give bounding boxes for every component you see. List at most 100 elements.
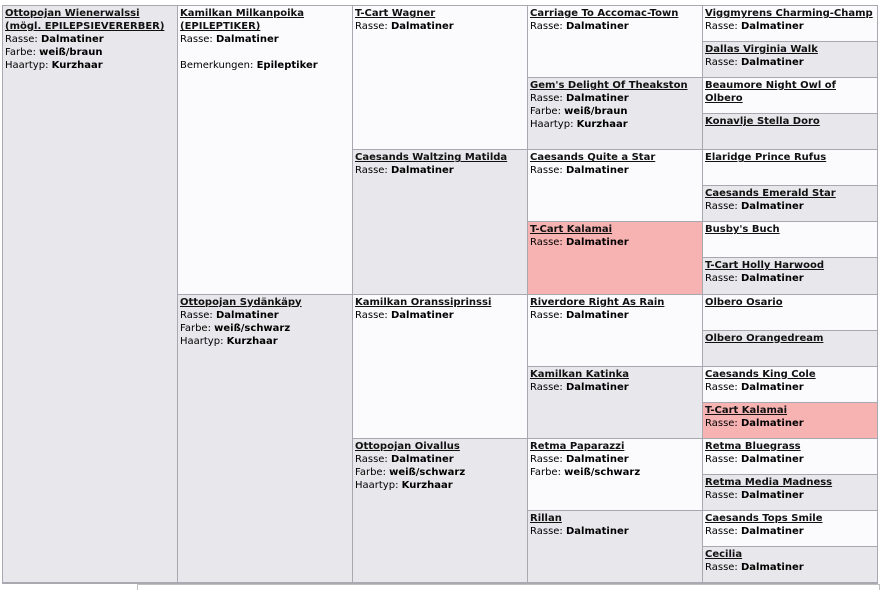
field-label: Rasse: bbox=[705, 417, 738, 429]
dog-name[interactable]: Elaridge Prince Rufus bbox=[705, 152, 827, 164]
dog-name[interactable]: Caesands Tops Smile bbox=[705, 512, 823, 524]
field-value: Dalmatiner bbox=[216, 34, 279, 45]
dog-cell: Caesands Tops Smile Rasse: Dalmatiner bbox=[702, 509, 878, 547]
field-label: Rasse: bbox=[355, 21, 388, 32]
field-label: Farbe: bbox=[530, 466, 561, 478]
field: Rasse: Dalmatiner bbox=[530, 92, 700, 105]
dog-name[interactable]: Retma Media Madness bbox=[705, 476, 833, 488]
field: Rasse: Dalmatiner bbox=[180, 309, 350, 322]
field-label: Rasse: bbox=[705, 21, 738, 32]
dog-cell: Elaridge Prince Rufus bbox=[702, 149, 878, 187]
field-value: Kurzhaar bbox=[226, 335, 278, 347]
dog-name[interactable]: Rillan bbox=[530, 512, 562, 524]
dog-cell: Caesands Quite a Star Rasse: Dalmatiner bbox=[527, 149, 703, 223]
field: Farbe: weiß/schwarz bbox=[530, 466, 700, 479]
dog-name[interactable]: Carriage To Accomac-Town bbox=[530, 8, 679, 19]
dog-cell: Caesands Waltzing Matilda Rasse: Dalmatin… bbox=[352, 149, 528, 295]
pedigree: Ottopojan Wienerwalssi (mögl. EPILEPSIEV… bbox=[2, 5, 878, 583]
dog-name[interactable]: Viggmyrens Charming-Champ bbox=[705, 8, 873, 19]
dog-name[interactable]: Busby's Buch bbox=[705, 224, 780, 236]
field: Farbe: weiß/braun bbox=[530, 105, 700, 118]
field-value: Dalmatiner bbox=[741, 489, 804, 501]
field-label: Bemerkungen: bbox=[180, 60, 254, 71]
field-value: Dalmatiner bbox=[741, 417, 804, 429]
dog-name[interactable]: Retma Paparazzi bbox=[530, 440, 625, 452]
dog-name[interactable]: Cecilia bbox=[705, 548, 743, 560]
field-value: Dalmatiner bbox=[566, 237, 629, 249]
field-value: Dalmatiner bbox=[566, 93, 629, 105]
field: Haartyp: Kurzhaar bbox=[5, 59, 175, 72]
dog-cell: Gem's Delight Of Theakston Rasse: Dalmati… bbox=[527, 77, 703, 151]
dog-name[interactable]: Kamilkan Katinka bbox=[530, 368, 629, 380]
field: Rasse: Dalmatiner bbox=[355, 453, 525, 466]
dog-cell: Olbero Orangedream bbox=[702, 329, 878, 367]
dog-name[interactable]: Olbero Osario bbox=[705, 296, 783, 308]
field-value: Kurzhaar bbox=[51, 60, 103, 71]
field-value: weiß/braun bbox=[564, 106, 628, 118]
field-label: Rasse: bbox=[530, 453, 563, 465]
dog-cell: Retma Media Madness Rasse: Dalmatiner bbox=[702, 473, 878, 511]
field-label: Rasse: bbox=[530, 525, 563, 537]
field-label: Rasse: bbox=[530, 21, 563, 32]
dog-name[interactable]: Caesands Waltzing Matilda bbox=[355, 152, 508, 164]
field: Haartyp: Kurzhaar bbox=[355, 479, 525, 492]
field: Rasse: Dalmatiner bbox=[705, 561, 875, 574]
field-value: Dalmatiner bbox=[566, 21, 629, 32]
dog-name[interactable]: Ottopojan Oivallus bbox=[355, 440, 460, 452]
field-label: Rasse: bbox=[705, 489, 738, 501]
field-value: Dalmatiner bbox=[741, 525, 804, 537]
dog-name[interactable]: Olbero Orangedream bbox=[705, 332, 824, 344]
field-value: Dalmatiner bbox=[391, 21, 454, 32]
dog-name[interactable]: Kamilkan Milkanpoika (EPILEPTIKER) bbox=[180, 8, 304, 32]
field: Rasse: Dalmatiner bbox=[355, 20, 525, 33]
field-label: Farbe: bbox=[530, 106, 561, 118]
field: Rasse: Dalmatiner bbox=[5, 33, 175, 46]
field-value: Dalmatiner bbox=[566, 525, 629, 537]
dog-cell: T-Cart Kalamai Rasse: Dalmatiner bbox=[527, 221, 703, 295]
dog-name[interactable]: Riverdore Right As Rain bbox=[530, 296, 665, 308]
dog-name[interactable]: Retma Bluegrass bbox=[705, 440, 801, 452]
dog-cell: Caesands King Cole Rasse: Dalmatiner bbox=[702, 365, 878, 403]
field: Rasse: Dalmatiner bbox=[355, 309, 525, 322]
dog-name[interactable]: T-Cart Wagner bbox=[355, 8, 436, 19]
field-label: Rasse: bbox=[705, 201, 738, 213]
dog-name[interactable]: Caesands Emerald Star bbox=[705, 188, 836, 200]
scrollbar bbox=[2, 583, 880, 590]
field-label: Rasse: bbox=[355, 453, 388, 465]
dog-name[interactable]: Konavlje Stella Doro bbox=[705, 116, 820, 128]
dog-name[interactable]: Beaumore Night Owl of Olbero bbox=[705, 80, 836, 105]
field: Rasse: Dalmatiner bbox=[530, 164, 700, 177]
field: Rasse: Dalmatiner bbox=[530, 525, 700, 538]
field-value: weiß/braun bbox=[39, 47, 103, 58]
field: Rasse: Dalmatiner bbox=[705, 272, 875, 285]
dog-name[interactable]: T-Cart Holly Harwood bbox=[705, 260, 825, 272]
field-value: Dalmatiner bbox=[566, 453, 629, 465]
dog-name[interactable]: Kamilkan Oranssiprinssi bbox=[355, 296, 492, 308]
field: Rasse: Dalmatiner bbox=[705, 489, 875, 502]
field-label: Haartyp: bbox=[180, 335, 224, 347]
dog-name[interactable]: Gem's Delight Of Theakston bbox=[530, 80, 688, 92]
dog-name[interactable]: Caesands Quite a Star bbox=[530, 152, 656, 164]
field-label: Rasse: bbox=[180, 34, 213, 45]
dog-name[interactable]: Ottopojan Wienerwalssi (mögl. EPILEPSIEV… bbox=[5, 8, 165, 32]
dog-cell: Olbero Osario bbox=[702, 293, 878, 331]
dog-name[interactable]: Dallas Virginia Walk bbox=[705, 44, 818, 56]
field: Rasse: Dalmatiner bbox=[705, 525, 875, 538]
field: Farbe: weiß/schwarz bbox=[180, 322, 350, 335]
field-value: weiß/schwarz bbox=[389, 466, 466, 478]
field: Rasse: Dalmatiner bbox=[530, 381, 700, 394]
field-label: Haartyp: bbox=[5, 60, 49, 71]
field: Rasse: Dalmatiner bbox=[530, 20, 700, 33]
dog-name[interactable]: T-Cart Kalamai bbox=[530, 224, 613, 236]
field: Farbe: weiß/schwarz bbox=[355, 466, 525, 479]
dog-cell: Ottopojan Sydänkäpy Rasse: Dalmatiner Farb… bbox=[177, 293, 353, 583]
dog-cell: Kamilkan Milkanpoika (EPILEPTIKER) Rasse:… bbox=[177, 5, 353, 295]
dog-cell: T-Cart Wagner Rasse: Dalmatiner bbox=[352, 5, 528, 151]
field-label: Rasse: bbox=[705, 273, 738, 285]
field-label: Rasse: bbox=[180, 309, 213, 321]
field-label: Rasse: bbox=[355, 165, 388, 177]
dog-name[interactable]: Ottopojan Sydänkäpy bbox=[180, 296, 302, 308]
dog-name[interactable]: Caesands King Cole bbox=[705, 368, 816, 380]
dog-name[interactable]: T-Cart Kalamai bbox=[705, 404, 788, 416]
field-label: Rasse: bbox=[5, 34, 38, 45]
